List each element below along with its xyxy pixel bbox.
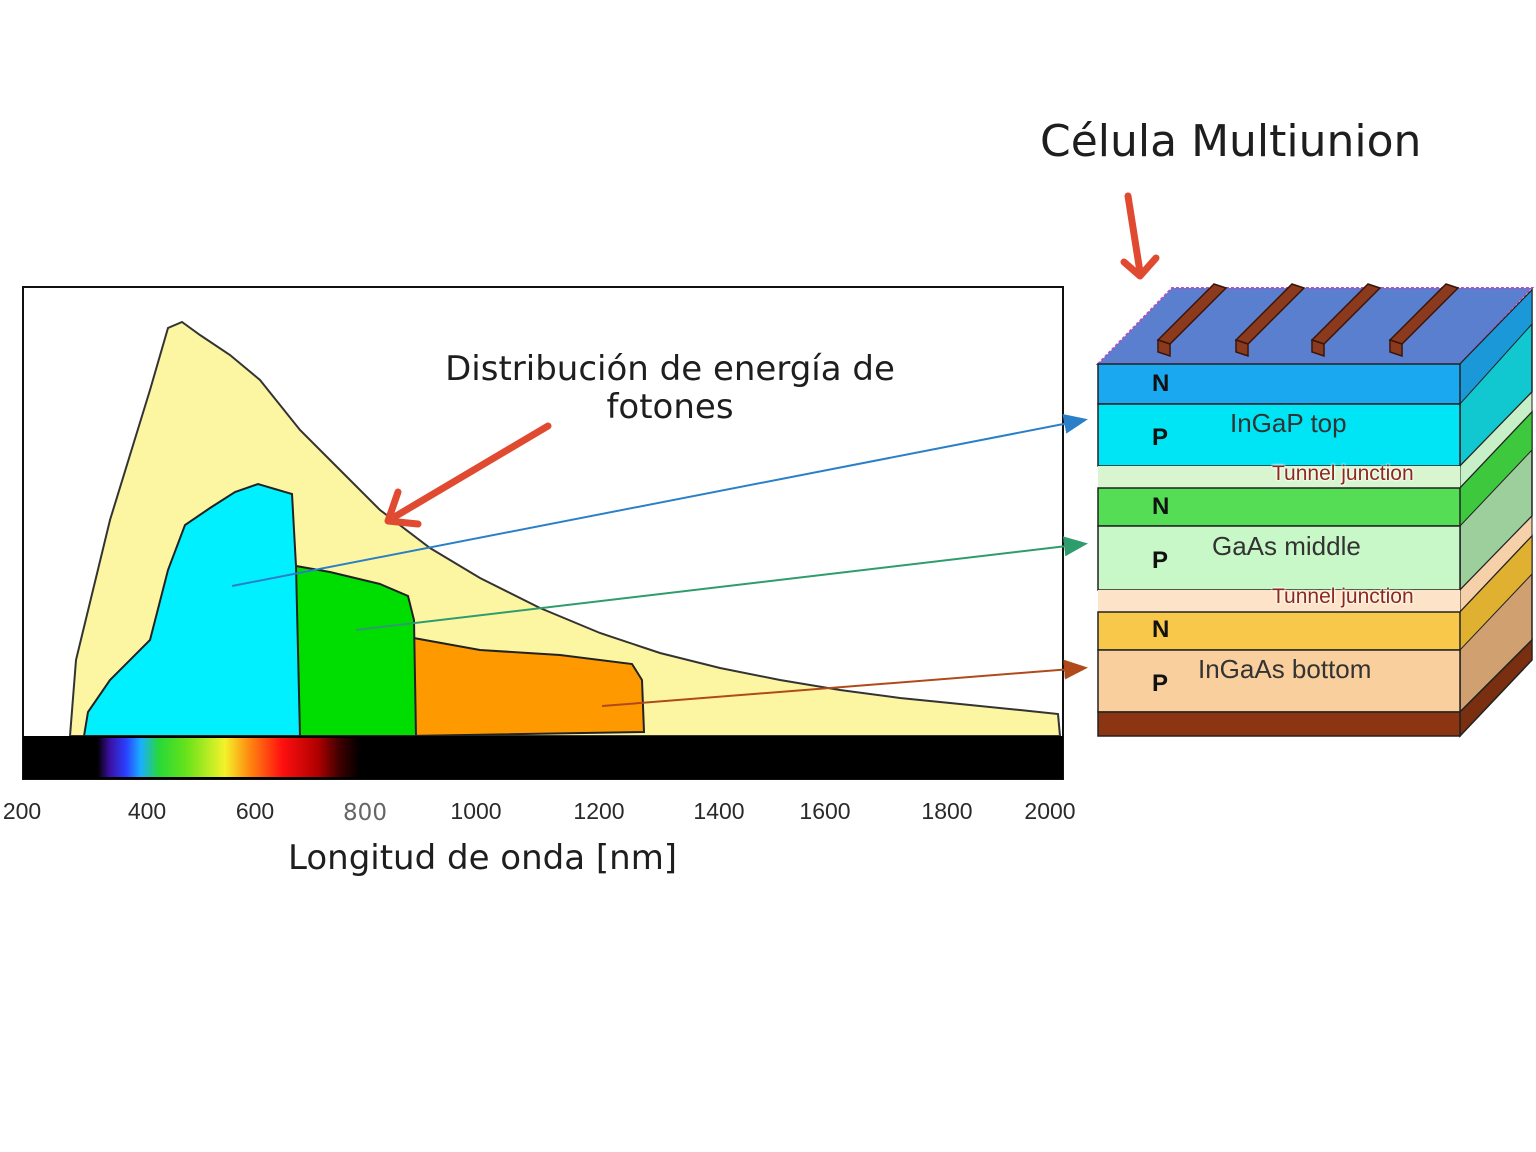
contact-fingers bbox=[1156, 283, 1460, 358]
top-cell-p-label: P bbox=[1152, 424, 1169, 451]
x-tick-label: 400 bbox=[127, 798, 167, 824]
cell-title: Célula Multiunion bbox=[1040, 116, 1422, 167]
x-tick-label: 800 bbox=[343, 800, 387, 826]
cell-title-arrow bbox=[1120, 192, 1160, 280]
tunnel-junction-2 bbox=[1098, 590, 1460, 612]
x-tick-label: 1400 bbox=[693, 798, 745, 824]
bottom-cell-n-layer bbox=[1097, 611, 1461, 651]
spectrum-annotation: Distribución de energía de fotones bbox=[445, 349, 895, 427]
tunnel-junction-2-label: Tunnel junction bbox=[1272, 585, 1414, 608]
middle-band-connector-arrow bbox=[355, 536, 1088, 631]
bottom-cell-name: InGaAs bottom bbox=[1198, 654, 1372, 684]
x-tick-label: 600 bbox=[235, 798, 275, 824]
bottom-cell-p-layer bbox=[1097, 649, 1461, 713]
x-axis-title: Longitud de onda [nm] bbox=[288, 838, 678, 878]
middle-junction-band bbox=[295, 564, 418, 737]
x-tick-label: 1200 bbox=[573, 798, 625, 824]
tunnel-junction-1-label: Tunnel junction bbox=[1272, 462, 1414, 485]
bottom-junction-band bbox=[407, 635, 646, 738]
multijunction-cell bbox=[1095, 283, 1535, 738]
middle-cell-p-label: P bbox=[1152, 547, 1169, 574]
top-cell-name: InGaP top bbox=[1230, 408, 1347, 438]
top-band-connector-arrow bbox=[231, 414, 1088, 587]
middle-cell-n-label: N bbox=[1152, 493, 1170, 520]
substrate-layer bbox=[1097, 711, 1461, 737]
x-tick-label: 1000 bbox=[450, 798, 502, 824]
visible-spectrum-gradient bbox=[60, 738, 360, 777]
x-tick-label: 1800 bbox=[921, 798, 973, 824]
top-junction-band bbox=[82, 482, 302, 737]
bottom-cell-n-label: N bbox=[1152, 616, 1170, 643]
annotation-arrow bbox=[384, 422, 552, 528]
middle-cell-name: GaAs middle bbox=[1212, 531, 1361, 561]
x-tick-label: 1600 bbox=[799, 798, 851, 824]
x-tick-label: 200 bbox=[2, 798, 42, 824]
top-cell-n-layer bbox=[1097, 363, 1461, 405]
top-cell-n-label: N bbox=[1152, 370, 1170, 397]
top-cell-p-layer bbox=[1097, 403, 1461, 467]
x-tick-label: 2000 bbox=[1024, 798, 1076, 824]
bottom-band-connector-arrow bbox=[601, 659, 1088, 707]
tunnel-junction-1 bbox=[1098, 466, 1460, 488]
bottom-cell-p-label: P bbox=[1152, 670, 1169, 697]
